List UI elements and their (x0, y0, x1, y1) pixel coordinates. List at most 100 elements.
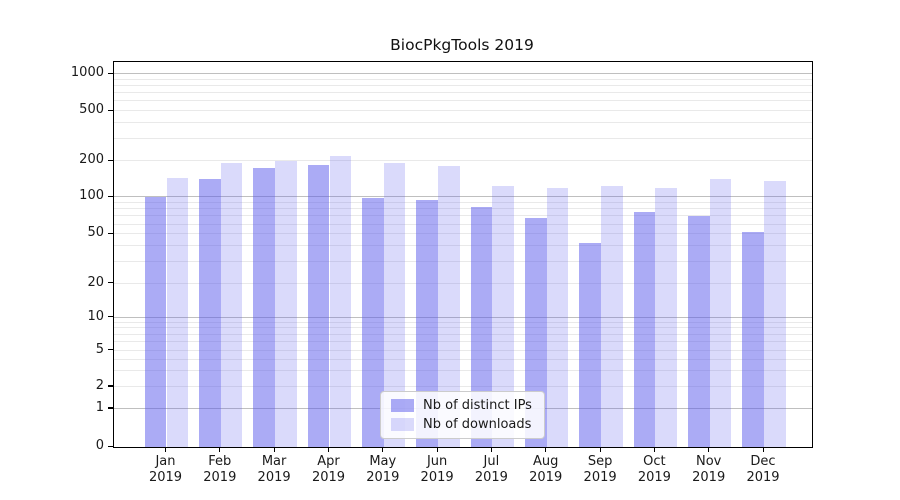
x-tick-mark-jan (165, 447, 167, 452)
minor-gridline-50 (114, 233, 812, 235)
y-tick-mark-10 (108, 316, 113, 318)
minor-gridline-4 (114, 358, 812, 360)
minor-gridline-400 (114, 122, 812, 124)
bar-distinct-ips-oct (633, 212, 656, 447)
bar-downloads-sep (601, 186, 623, 447)
y-tick-mark-5 (108, 349, 113, 351)
x-tick-label-dec: Dec 2019 (746, 454, 780, 485)
minor-gridline-6 (114, 341, 812, 343)
x-tick-label-aug: Aug 2019 (529, 454, 563, 485)
chart-title: BiocPkgTools 2019 (390, 36, 534, 54)
y-tick-mark-0 (108, 445, 113, 447)
bar-distinct-ips-may (362, 198, 384, 447)
y-tick-mark-1000 (108, 72, 113, 74)
y-tick-label-0: 0 (95, 438, 104, 453)
minor-gridline-3 (114, 369, 812, 371)
y-tick-mark-200 (108, 159, 113, 161)
x-tick-mark-mar (273, 447, 275, 452)
major-gridline-1000 (114, 73, 812, 74)
x-tick-mark-sep (599, 447, 601, 452)
bar-distinct-ips-dec (742, 232, 764, 447)
y-tick-label-2: 2 (95, 377, 104, 393)
legend-item-downloads: Nb of downloads (391, 417, 532, 432)
x-tick-mark-may (382, 447, 384, 452)
y-tick-mark-1 (108, 407, 113, 409)
minor-gridline-30 (114, 260, 812, 262)
y-tick-label-50: 50 (87, 225, 104, 241)
bar-distinct-ips-mar (253, 167, 276, 447)
y-tick-label-10: 10 (87, 308, 104, 324)
bar-distinct-ips-sep (579, 242, 602, 447)
y-tick-label-1000: 1000 (70, 65, 104, 80)
bar-distinct-ips-feb (199, 179, 221, 447)
x-tick-mark-aug (545, 447, 547, 452)
minor-gridline-60 (114, 223, 812, 225)
minor-gridline-80 (114, 208, 812, 210)
bar-distinct-ips-apr (307, 165, 330, 447)
minor-gridline-20 (114, 282, 812, 284)
y-tick-mark-50 (108, 232, 113, 235)
x-tick-mark-feb (219, 447, 221, 452)
minor-gridline-9 (114, 321, 812, 323)
bar-downloads-dec (764, 180, 786, 447)
legend: Nb of distinct IPs Nb of downloads (380, 391, 545, 439)
minor-gridline-900 (114, 78, 812, 80)
minor-gridline-700 (114, 92, 812, 94)
bar-distinct-ips-aug (525, 218, 547, 447)
bar-downloads-jul (492, 186, 515, 447)
y-tick-label-200: 200 (79, 152, 104, 168)
y-tick-label-500: 500 (79, 102, 104, 118)
bar-downloads-aug (546, 187, 569, 447)
y-tick-label-100: 100 (79, 188, 104, 204)
x-tick-label-mar: Mar 2019 (257, 454, 291, 485)
bar-downloads-mar (275, 161, 297, 447)
x-tick-mark-dec (762, 447, 764, 452)
minor-gridline-5 (114, 349, 812, 351)
bar-downloads-apr (329, 155, 352, 447)
major-gridline-100 (114, 196, 812, 198)
x-tick-mark-jun (436, 447, 438, 452)
minor-gridline-500 (114, 110, 812, 112)
minor-gridline-600 (114, 100, 812, 102)
legend-swatch-downloads (391, 418, 414, 431)
y-tick-label-20: 20 (87, 274, 104, 290)
x-tick-label-may: May 2019 (366, 454, 400, 485)
x-tick-mark-apr (328, 447, 330, 452)
x-tick-label-nov: Nov 2019 (692, 454, 726, 485)
minor-gridline-8 (114, 327, 812, 329)
x-tick-mark-oct (653, 447, 656, 452)
x-tick-label-oct: Oct 2019 (637, 454, 671, 485)
minor-gridline-2 (114, 385, 812, 387)
x-tick-label-jan: Jan 2019 (148, 454, 183, 485)
minor-gridline-90 (114, 202, 812, 203)
y-tick-mark-100 (108, 195, 113, 198)
minor-gridline-70 (114, 215, 812, 217)
x-tick-label-sep: Sep 2019 (583, 454, 617, 485)
x-tick-mark-nov (708, 447, 710, 452)
minor-gridline-800 (114, 85, 812, 86)
bar-distinct-ips-jul (470, 206, 493, 447)
bar-distinct-ips-jan (144, 197, 167, 447)
x-tick-label-feb: Feb 2019 (203, 454, 237, 485)
bar-distinct-ips-jun (416, 200, 439, 447)
legend-label-distinct-ips: Nb of distinct IPs (423, 398, 532, 413)
bar-downloads-may (383, 163, 406, 447)
x-tick-label-apr: Apr 2019 (311, 454, 346, 485)
y-tick-mark-500 (108, 109, 113, 111)
bar-downloads-nov (709, 178, 732, 447)
legend-label-downloads: Nb of downloads (423, 417, 532, 432)
bar-downloads-feb (220, 163, 243, 447)
legend-item-distinct-ips: Nb of distinct IPs (391, 398, 532, 413)
minor-gridline-40 (114, 245, 812, 247)
x-tick-label-jun: Jun 2019 (420, 454, 454, 485)
legend-swatch-distinct-ips (391, 399, 414, 412)
major-gridline-10 (114, 316, 812, 318)
y-tick-label-5: 5 (95, 341, 104, 357)
minor-gridline-7 (114, 333, 812, 335)
y-tick-mark-20 (108, 282, 113, 284)
plot-area: Nb of distinct IPs Nb of downloads (113, 61, 813, 448)
y-tick-label-1: 1 (95, 399, 104, 415)
minor-gridline-300 (114, 138, 812, 140)
minor-gridline-200 (114, 160, 812, 162)
